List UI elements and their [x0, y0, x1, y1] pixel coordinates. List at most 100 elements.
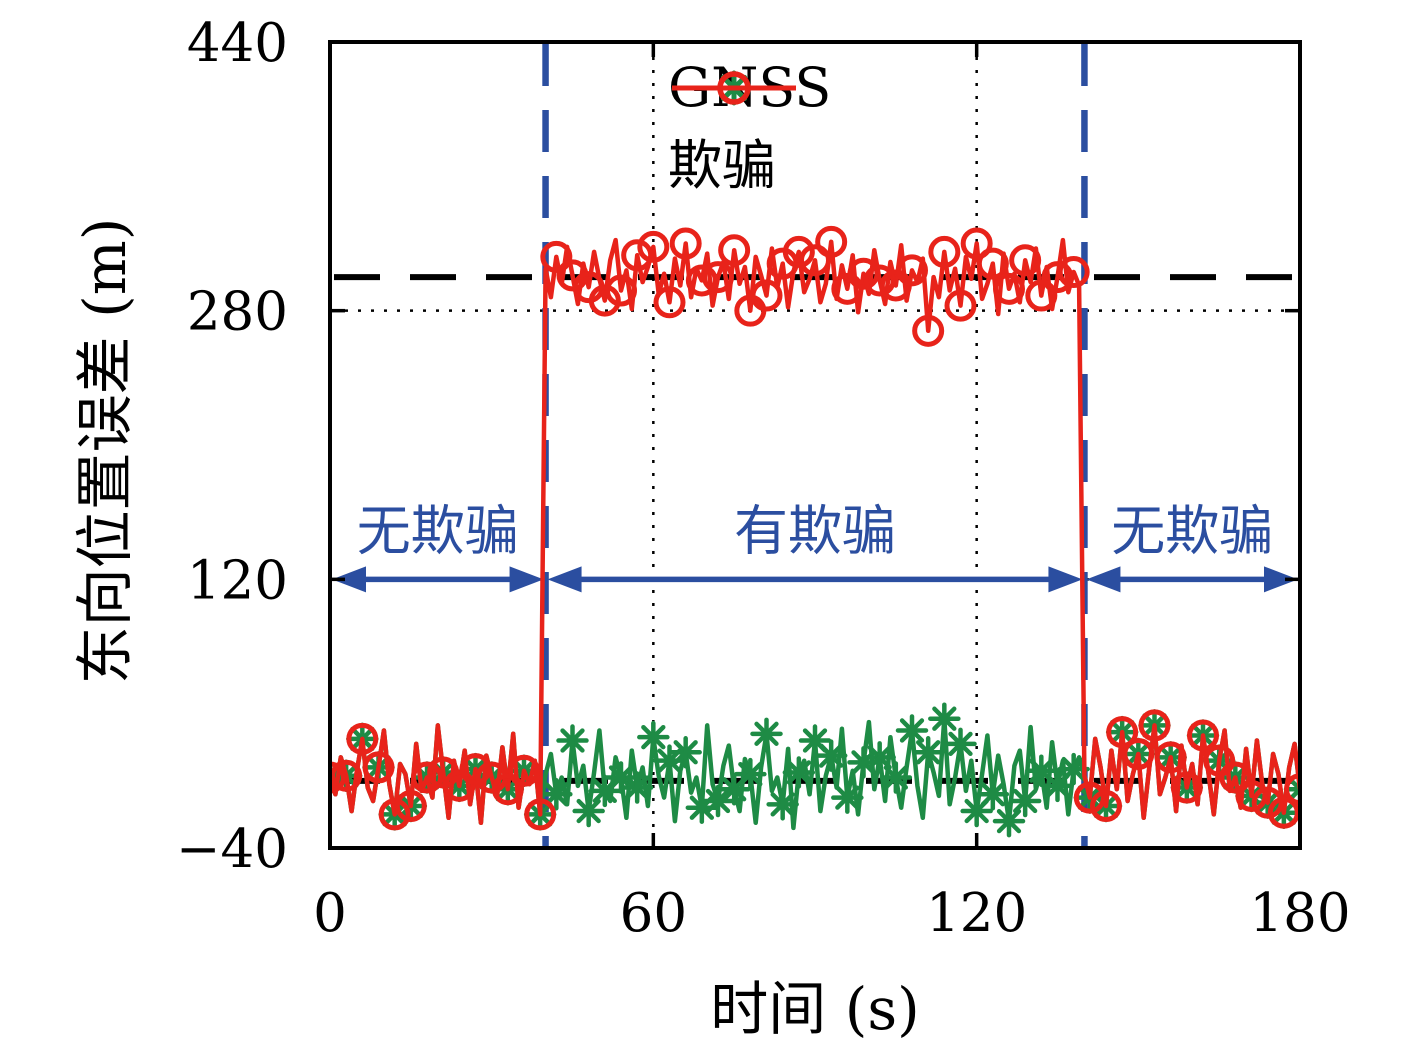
spoof-circle-marker	[1009, 244, 1042, 277]
spoof-circle-marker	[1219, 761, 1252, 794]
spoof-circle-marker	[1251, 786, 1284, 819]
spoof-circle-marker	[362, 751, 395, 784]
spoof-circle-marker	[1122, 737, 1155, 770]
spoof-circle-marker	[330, 761, 346, 794]
spoof-circle-marker	[799, 244, 831, 277]
spoof-circle-marker	[540, 240, 573, 273]
gnss-asterisk-marker	[835, 785, 860, 810]
spoof-circle-marker	[1138, 709, 1171, 742]
spoof-circle-marker	[653, 286, 686, 319]
spoof-circle-marker	[1041, 261, 1074, 294]
spoof-line	[330, 237, 1300, 826]
spoof-circle-marker	[1267, 796, 1300, 829]
spoof-circle-marker	[896, 254, 928, 287]
gnss-asterisk-marker	[1029, 758, 1054, 783]
spoof-circle-marker	[394, 790, 427, 823]
gnss-asterisk-marker	[625, 775, 650, 800]
spoof-circle-marker	[960, 227, 993, 260]
axes-frame	[328, 40, 1302, 850]
spoof-circle-marker	[1025, 279, 1058, 312]
spoof-circle-marker	[685, 264, 718, 297]
gnss-asterisk-marker	[802, 728, 828, 753]
region-arrow-head	[332, 566, 366, 593]
gnss-asterisk-marker	[641, 725, 666, 750]
gnss-asterisk-marker	[1061, 756, 1086, 782]
legend-circle-marker	[717, 71, 751, 105]
spoof-circle-marker	[750, 279, 783, 312]
spoof-circle-marker	[1203, 744, 1236, 777]
spoof-circle-marker	[1154, 741, 1187, 774]
x-tick-label: 0	[313, 883, 347, 944]
region-arrow-head	[1048, 566, 1083, 593]
spoof-circle-marker	[1170, 771, 1203, 804]
gnss-asterisk-marker	[980, 782, 1005, 807]
gnss-asterisk-marker	[608, 765, 634, 790]
spoof-circle-marker	[459, 753, 492, 786]
axes-frame-layer	[328, 40, 1302, 850]
gnss-asterisk-marker	[754, 721, 779, 746]
spoof-circle-marker	[588, 284, 621, 317]
gnss-asterisk-marker	[996, 808, 1022, 834]
region-arrow-head	[1086, 566, 1121, 593]
spoof-circle-marker	[346, 722, 379, 755]
region-arrow-head	[509, 566, 544, 593]
spoof-circle-marker	[1187, 719, 1219, 752]
gnss-asterisk-marker	[1013, 788, 1038, 814]
spoof-circle-marker	[1106, 716, 1139, 749]
spoof-circle-marker	[912, 314, 945, 347]
y-tick-label: 280	[187, 282, 288, 343]
tick-labels-layer: 0 60 120 180 −40 120 280 440	[176, 13, 1350, 944]
x-axis-title: 时间 (s)	[710, 975, 920, 1043]
x-tick-label: 120	[926, 883, 1027, 944]
spoof-circle-marker	[847, 257, 880, 290]
gnss-asterisk-marker	[1287, 786, 1300, 802]
region-arrows-layer	[332, 566, 1298, 593]
gnss-asterisk-marker	[883, 765, 908, 790]
gnss-asterisk-marker	[948, 731, 973, 757]
y-tick-label: −40	[176, 819, 288, 880]
spoof-circle-marker	[863, 264, 896, 297]
legend: GNSS 欺骗	[668, 56, 831, 198]
spoof-circle-marker	[944, 289, 977, 322]
gnss-asterisk-marker	[916, 740, 941, 765]
ticks-layer	[328, 40, 1302, 850]
gnss-asterisk-marker	[560, 728, 585, 753]
y-tick-label: 120	[187, 550, 288, 611]
region-arrow-head	[547, 566, 582, 593]
spoof-circle-marker	[1090, 790, 1122, 823]
spoof-circle-marker	[508, 754, 540, 787]
spoof-circle-marker	[718, 234, 751, 267]
gnss-asterisk-marker	[576, 798, 601, 824]
y-tick-label: 440	[187, 13, 288, 74]
legend-item-spoof: 欺骗	[668, 71, 831, 198]
spoof-circle-marker	[1057, 256, 1090, 289]
spoof-circle-marker	[411, 761, 443, 794]
gnss-asterisk-marker	[705, 788, 731, 814]
spoof-circle-marker	[524, 798, 557, 831]
spoof-circle-marker	[1235, 779, 1268, 812]
spoof-circle-marker	[605, 274, 637, 307]
gnss-asterisk-marker	[819, 743, 844, 768]
spoof-circle-marker	[621, 239, 654, 272]
spoof-circle-marker	[330, 759, 363, 792]
spoof-circle-marker	[782, 235, 815, 268]
y-axis-title: 东向位置误差 (m)	[71, 217, 139, 685]
spoof-circle-marker	[1073, 781, 1106, 814]
spoof-circle-marker	[491, 773, 524, 806]
spoof-circle-marker	[637, 230, 670, 263]
region-arrow-head	[1264, 566, 1298, 593]
gnss-asterisk-marker	[770, 792, 795, 817]
gnss-asterisk-marker	[544, 782, 569, 807]
spoof-circle-marker	[443, 769, 476, 802]
spoof-circle-marker	[378, 798, 411, 831]
region-label-no-spoof-right: 无欺骗	[1111, 499, 1274, 563]
spoof-circle-marker	[976, 247, 1009, 280]
gnss-asterisk-marker	[786, 760, 811, 785]
gnss-asterisk-marker	[1287, 777, 1300, 793]
gnss-asterisk-marker	[673, 740, 698, 765]
series-layer	[330, 225, 1300, 838]
circle-icon	[672, 71, 796, 105]
x-tick-label: 180	[1249, 883, 1350, 944]
